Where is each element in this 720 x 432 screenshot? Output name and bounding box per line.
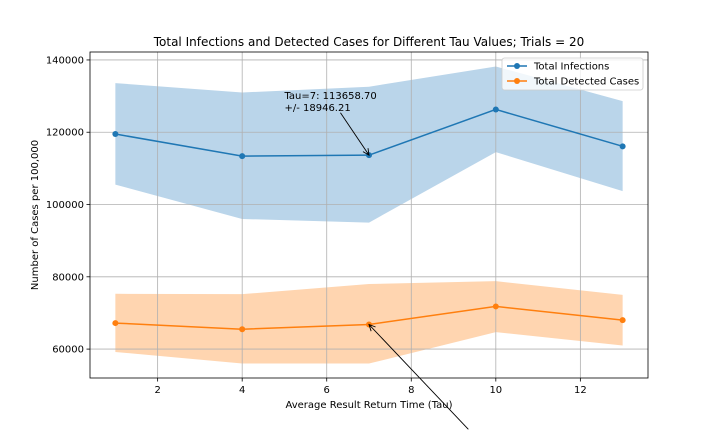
annotation-arrowhead-1	[368, 323, 376, 332]
confidence-bands	[115, 66, 623, 364]
x-tick-label-2: 6	[324, 385, 330, 396]
y-tick-label-2: 100000	[46, 200, 84, 211]
x-tick-label-1: 4	[239, 385, 245, 396]
x-axis-label: Average Result Return Time (Tau)	[285, 400, 452, 411]
x-axis-ticks: 2 4 6 8 10 12	[154, 378, 587, 396]
x-tick-label-0: 2	[154, 385, 160, 396]
point-series-0-0	[112, 131, 119, 138]
legend-label-0: Total Infections	[533, 62, 609, 73]
point-series-1-3	[492, 303, 499, 310]
annotation-text-0-line2: +/- 18946.21	[284, 103, 350, 114]
annotation-arrowhead-0	[362, 148, 370, 157]
annotation-arrow-1	[368, 324, 469, 430]
point-series-0-1	[239, 153, 246, 160]
y-axis-ticks: 60000 80000 100000 120000 140000	[46, 55, 90, 356]
y-tick-label-3: 120000	[46, 128, 84, 139]
x-tick-label-3: 8	[408, 385, 414, 396]
point-series-1-4	[619, 317, 626, 324]
y-tick-label-1: 80000	[52, 272, 84, 283]
point-series-1-0	[112, 320, 119, 327]
legend-swatch-marker-1	[514, 78, 520, 84]
legend-label-1: Total Detected Cases	[533, 77, 639, 88]
legend-box	[501, 57, 644, 91]
y-tick-label-4: 140000	[46, 55, 84, 66]
y-axis-label: Number of Cases per 100,000	[30, 140, 41, 290]
legend-swatch-marker-0	[514, 63, 520, 69]
annotation-text-0-line1: Tau=7: 113658.70	[283, 91, 376, 102]
x-tick-label-5: 12	[574, 385, 587, 396]
x-tick-label-4: 10	[489, 385, 502, 396]
plot-frame	[89, 51, 649, 379]
point-series-0-4	[619, 143, 626, 150]
point-series-0-3	[492, 106, 499, 113]
y-tick-label-0: 60000	[52, 345, 84, 356]
annotations: Tau=7: 113658.70+/- 18946.21	[283, 91, 469, 430]
point-series-1-1	[239, 326, 246, 333]
annotation-arrow-0	[340, 112, 370, 156]
legend: Total Infections Total Detected Cases	[501, 57, 644, 91]
chart-title: Total Infections and Detected Cases for …	[153, 35, 585, 49]
